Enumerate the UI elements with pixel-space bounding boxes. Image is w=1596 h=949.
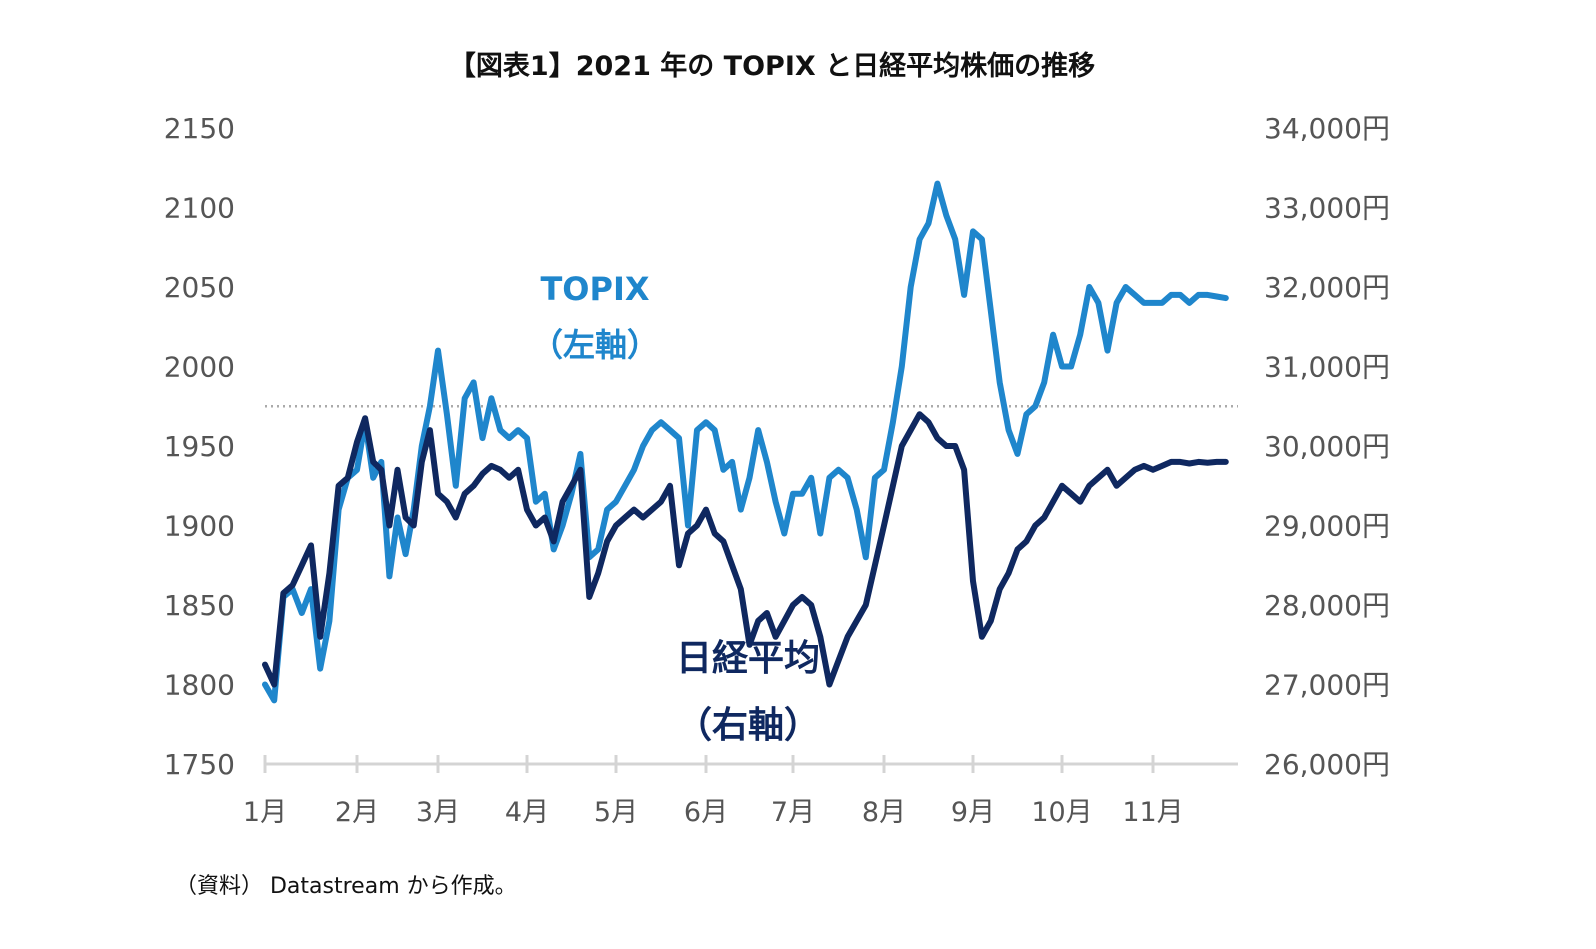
series-line-topix	[262, 180, 1229, 704]
source-note: （資料） Datastream から作成。	[175, 874, 517, 899]
axis-layer: 1月 2月 3月 4月 5月 6月 7月 8月 9月 10月 11月 2150 2100 2050 2000…	[164, 112, 1390, 828]
y-right-tick-label: 33,000円	[1264, 192, 1390, 225]
x-tick-label: 4月	[505, 797, 549, 828]
y-left-tick-label: 1900	[164, 510, 235, 543]
series-line-nikkei	[262, 411, 1229, 688]
x-tick-label: 7月	[771, 797, 815, 828]
y-left-tick-label: 2100	[164, 192, 235, 225]
y-right-tick-label: 28,000円	[1264, 589, 1390, 622]
y-left-tick-label: 1750	[164, 748, 235, 781]
y-left-tick-label: 2000	[164, 351, 235, 384]
y-right-tick-label: 27,000円	[1264, 669, 1390, 702]
x-tick-label: 3月	[416, 797, 460, 828]
y-right-tick-label: 34,000円	[1264, 112, 1390, 145]
x-tick-label: 6月	[684, 797, 728, 828]
y-right-tick-label: 29,000円	[1264, 510, 1390, 543]
y-left-tick-label: 1850	[164, 589, 235, 622]
y-right-tick-label: 26,000円	[1264, 748, 1390, 781]
y-right-tick-label: 32,000円	[1264, 271, 1390, 304]
series-label-layer: TOPIX （左軸） 日経平均 （右軸）	[531, 270, 820, 746]
x-tick-label: 8月	[862, 797, 906, 828]
y-left-tick-label: 2150	[164, 112, 235, 145]
chart-title: 【図表1】2021 年の TOPIX と日経平均株価の推移	[449, 50, 1095, 82]
y-left-tick-label: 2050	[164, 271, 235, 304]
x-tick-label: 2月	[335, 797, 379, 828]
series-layer	[262, 180, 1229, 704]
x-tick-label: 5月	[594, 797, 638, 828]
nikkei-axis-label: （右軸）	[676, 705, 820, 746]
y-right-tick-label: 30,000円	[1264, 430, 1390, 463]
nikkei-label: 日経平均	[676, 638, 820, 679]
topix-axis-label: （左軸）	[531, 326, 659, 364]
y-left-tick-label: 1800	[164, 669, 235, 702]
x-tick-label: 9月	[951, 797, 995, 828]
x-tick-label: 11月	[1122, 797, 1183, 828]
x-tick-label: 1月	[243, 797, 287, 828]
topix-label: TOPIX	[540, 270, 649, 308]
x-tick-label: 10月	[1031, 797, 1092, 828]
y-left-tick-label: 1950	[164, 430, 235, 463]
y-right-tick-label: 31,000円	[1264, 351, 1390, 384]
